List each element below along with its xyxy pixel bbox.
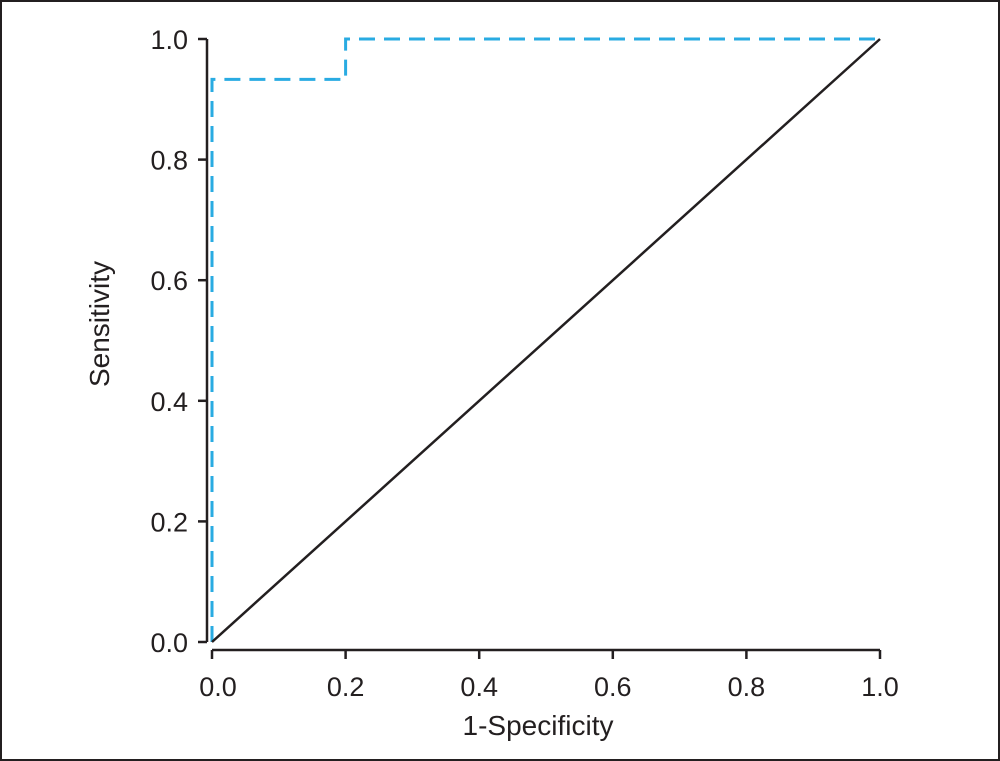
x-tick-label: 0.4 [460, 672, 498, 702]
y-tick-label: 0.6 [150, 266, 188, 296]
y-tick-label: 0.8 [150, 146, 188, 176]
x-axis-label: 1-Specificity [463, 710, 614, 741]
tick-labels: 0.0 0.2 0.4 0.6 0.8 1.0 0.0 0.2 0.4 0.6 0.8 1.0 [150, 25, 898, 702]
series-group [210, 37, 881, 643]
y-tick-label: 0.0 [150, 628, 188, 658]
y-axis-label: Sensitivity [84, 261, 115, 387]
reference-diagonal-line [211, 38, 881, 643]
y-tick-label: 1.0 [150, 25, 188, 55]
axes [198, 37, 882, 659]
x-tick-label: 0.6 [594, 672, 632, 702]
x-tick-label: 0.8 [728, 672, 766, 702]
roc-curve-dashed [210, 37, 880, 642]
y-tick-label: 0.4 [150, 387, 188, 417]
x-tick-label: 0.0 [199, 672, 237, 702]
x-tick-label: 1.0 [861, 672, 899, 702]
y-tick-label: 0.2 [150, 507, 188, 537]
x-tick-label: 0.2 [327, 672, 365, 702]
